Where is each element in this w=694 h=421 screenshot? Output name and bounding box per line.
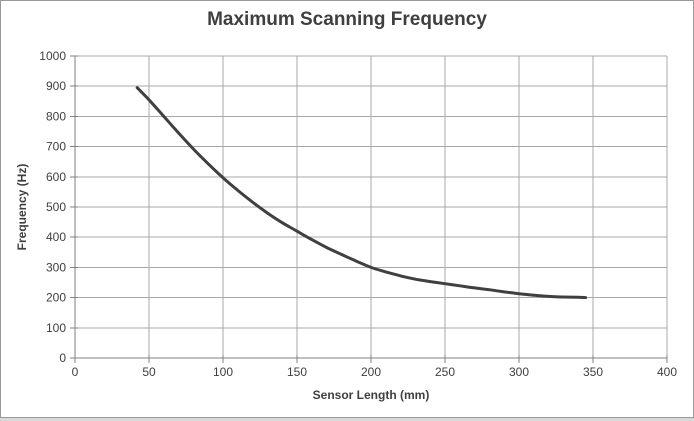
- y-tick-label: 500: [46, 200, 66, 214]
- y-tick-label: 600: [46, 170, 66, 184]
- x-tick-label: 200: [361, 365, 381, 379]
- y-tick-label: 200: [46, 291, 66, 305]
- y-tick-label: 1000: [39, 49, 66, 63]
- chart-title: Maximum Scanning Frequency: [207, 9, 487, 30]
- x-tick-label: 0: [72, 365, 79, 379]
- y-tick-label: 900: [46, 79, 66, 93]
- x-tick-label: 300: [509, 365, 529, 379]
- y-tick-label: 400: [46, 230, 66, 244]
- x-tick-label: 250: [435, 365, 455, 379]
- x-tick-label: 150: [287, 365, 307, 379]
- y-tick-label: 300: [46, 260, 66, 274]
- y-tick-label: 800: [46, 109, 66, 123]
- y-tick-label: 100: [46, 321, 66, 335]
- x-axis-title: Sensor Length (mm): [312, 388, 430, 402]
- x-tick-label: 350: [583, 365, 603, 379]
- data-series-curve: [135, 86, 588, 300]
- y-tick-label: 0: [59, 351, 66, 365]
- x-tick-label: 50: [142, 365, 156, 379]
- y-tick-label: 700: [46, 140, 66, 154]
- x-tick-label: 400: [657, 365, 677, 379]
- x-tick-label: 100: [213, 365, 233, 379]
